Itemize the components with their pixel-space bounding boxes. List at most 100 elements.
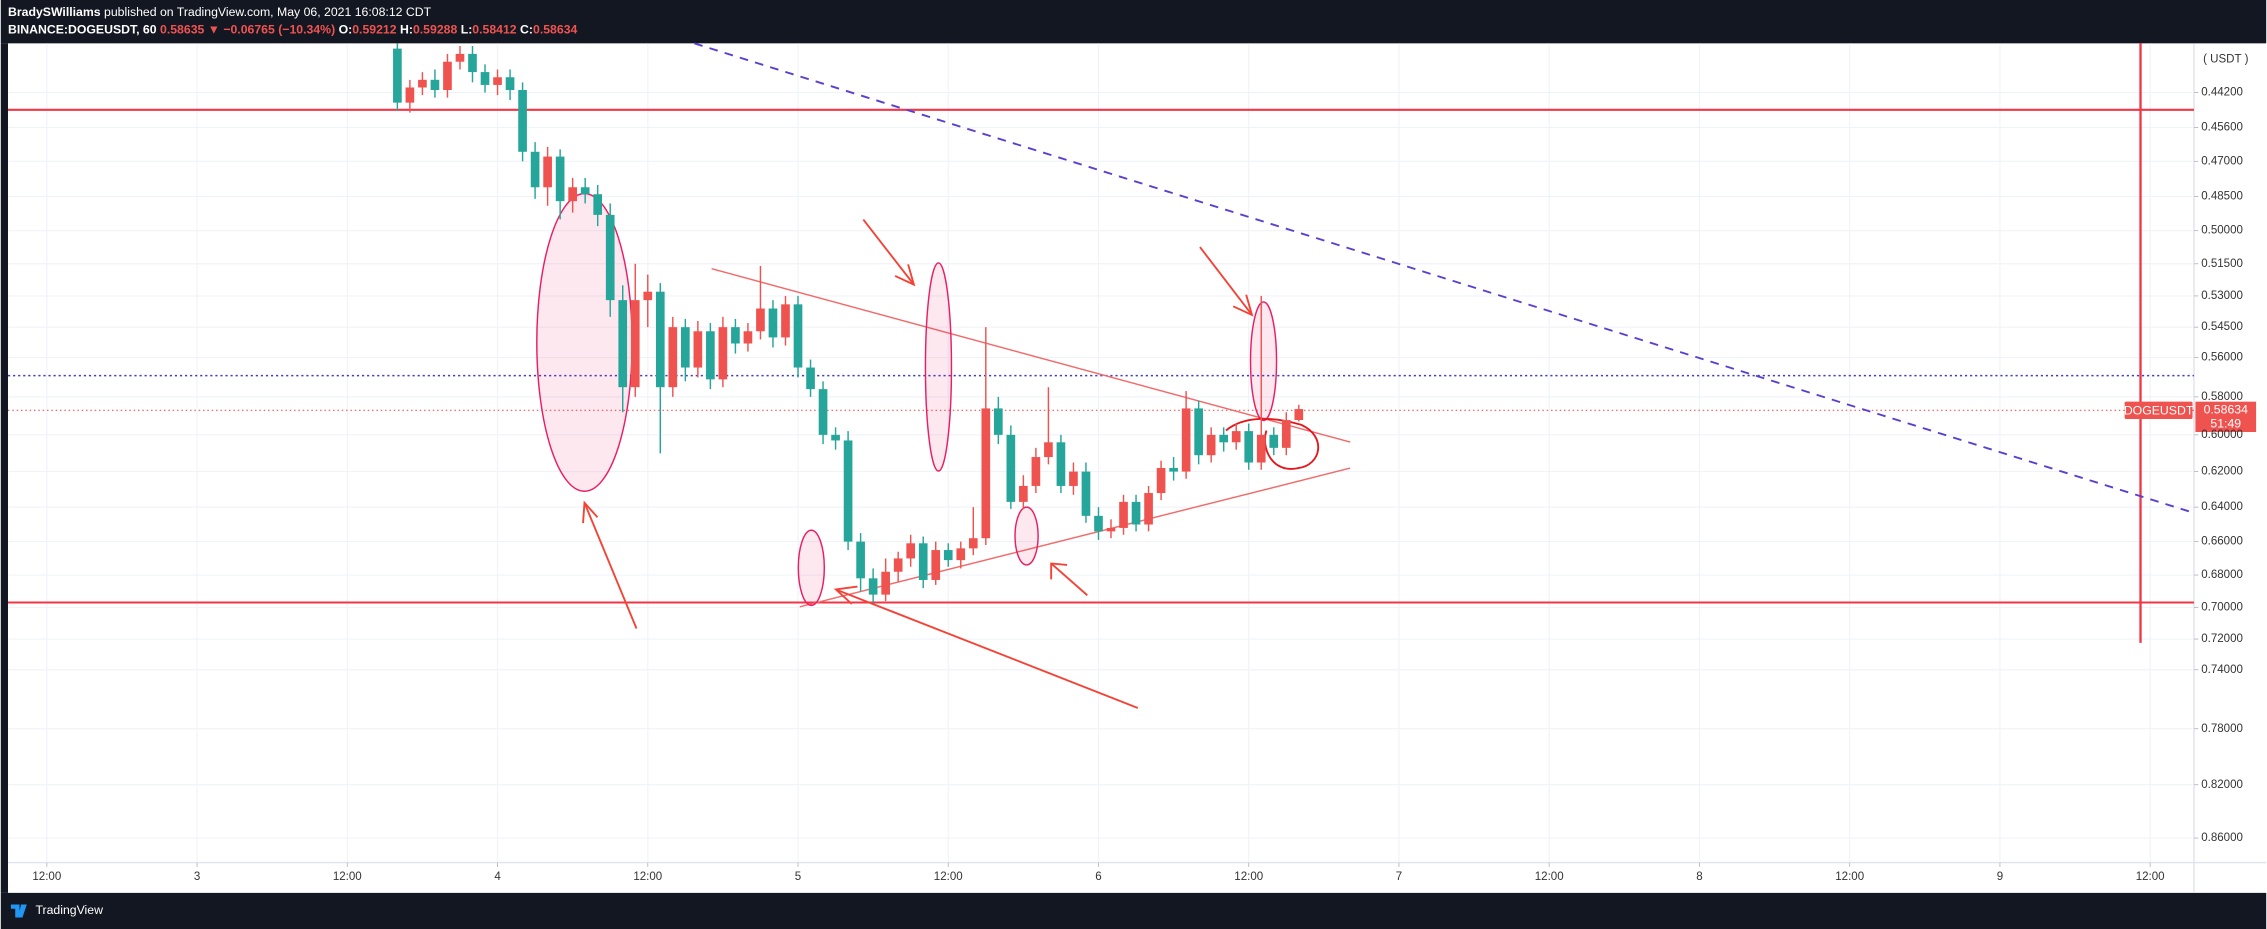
countdown: 51:49 <box>2210 416 2241 430</box>
candle-body <box>580 187 590 195</box>
symbol-line: BINANCE:DOGEUSDT, 60 0.58635 ▼ −0.06765 … <box>8 23 578 37</box>
candle-body <box>1144 493 1153 525</box>
candle-body <box>518 90 527 152</box>
price-tag-bg <box>2195 401 2257 432</box>
x-tick-label: 9 <box>1997 871 2003 883</box>
ohlc-value: 0.58634 <box>533 23 578 37</box>
symbol-tag-bg <box>2124 401 2193 419</box>
symbol-tag: DOGEUSDT <box>2124 403 2194 417</box>
x-tick-label: 7 <box>1396 871 1402 883</box>
y-tick-label: 0.60000 <box>2201 429 2243 441</box>
y-tick-label: 0.54500 <box>2201 321 2243 333</box>
candle-body <box>593 194 603 215</box>
candle-body <box>1019 485 1028 502</box>
candle-body <box>1094 515 1103 532</box>
candle-body <box>968 538 978 549</box>
footer-bar <box>0 892 2267 929</box>
candle-body <box>743 331 753 344</box>
candle-body <box>818 389 828 435</box>
y-tick-label: 0.70000 <box>2201 602 2243 614</box>
candle-body <box>893 558 903 572</box>
candle-body <box>618 300 628 388</box>
candle-body <box>1219 434 1229 443</box>
change: ▼ −0.06765 (−10.34%) <box>208 23 335 37</box>
y-tick-label: 0.53000 <box>2201 290 2243 302</box>
candle-body <box>1294 409 1304 421</box>
candle-body <box>493 77 502 85</box>
candle-body <box>1106 527 1116 532</box>
trend-line <box>694 42 2195 514</box>
candle-body <box>793 304 803 368</box>
y-tick-label: 0.58000 <box>2201 391 2243 403</box>
candle-body <box>405 87 415 103</box>
candle-body <box>918 543 928 580</box>
candle-body <box>555 156 565 202</box>
logo <box>10 904 27 918</box>
candle-body <box>668 327 678 388</box>
candle-body <box>956 548 966 561</box>
x-tick-label: 8 <box>1696 871 1702 883</box>
candle-body <box>931 550 941 580</box>
candle-body <box>868 578 878 595</box>
ohlc-label: C: <box>520 23 533 37</box>
candle-body <box>543 156 552 188</box>
brand: TradingView <box>35 903 103 917</box>
y-tick-label: 0.45600 <box>2201 122 2243 134</box>
candle-body <box>706 331 715 380</box>
candle-body <box>756 308 765 332</box>
candle-body <box>768 308 778 338</box>
candle-body <box>981 408 991 539</box>
published: published on TradingView.com, May 06, 20… <box>104 5 432 19</box>
ohlc-value: 0.58412 <box>472 23 517 37</box>
grid <box>8 43 2199 867</box>
candle-body <box>1269 434 1279 448</box>
ellipse <box>1249 301 1278 422</box>
x-tick-label: 3 <box>194 871 200 883</box>
y-tick-label: 0.86000 <box>2201 832 2243 844</box>
candle-body <box>443 61 452 91</box>
y-tick-label: 0.64000 <box>2201 501 2243 513</box>
y-tick-label: 0.78000 <box>2201 723 2243 735</box>
x-tick-label: 12:00 <box>2136 871 2165 883</box>
y-tick-label: 0.66000 <box>2201 536 2243 548</box>
y-tick-label: 0.62000 <box>2201 466 2243 478</box>
x-tick-label: 12:00 <box>633 871 662 883</box>
y-tick-label: 0.72000 <box>2201 633 2243 645</box>
ellipse <box>924 262 953 472</box>
candle-body <box>906 543 916 559</box>
candle-body <box>568 187 577 202</box>
candle-body <box>881 571 890 595</box>
y-tick-label: 0.74000 <box>2201 664 2243 676</box>
candle-body <box>1244 431 1254 463</box>
candle-body <box>530 151 540 188</box>
candle-body <box>1119 501 1128 528</box>
y-tick-label: 0.44200 <box>2201 87 2243 99</box>
y-tick-label: 0.56000 <box>2201 352 2243 364</box>
y-tick-label: 0.68000 <box>2201 569 2243 581</box>
candle-body <box>1194 408 1203 456</box>
arrows <box>582 219 1254 709</box>
candle-body <box>455 53 465 62</box>
unit-label: ( USDT ) <box>2203 53 2248 65</box>
drawings <box>8 42 2195 709</box>
candle-body <box>430 79 440 91</box>
candle-body <box>1206 434 1216 456</box>
candle-body <box>693 331 703 368</box>
candle-body <box>1256 434 1266 463</box>
ellipse <box>1014 506 1039 566</box>
candle-body <box>1081 471 1091 516</box>
candle-body <box>781 304 790 338</box>
candle-body <box>1031 457 1041 486</box>
candle-body <box>505 77 515 91</box>
candle-body <box>1181 408 1191 472</box>
candle-body <box>418 79 427 88</box>
x-tick-label: 5 <box>795 871 801 883</box>
candle-body <box>393 48 402 103</box>
candle-body <box>480 72 490 85</box>
y-tick-label: 0.47000 <box>2201 155 2243 167</box>
ohlc-value: 0.59212 <box>352 23 397 37</box>
y-tick-label: 0.82000 <box>2201 779 2243 791</box>
candle-body <box>1131 501 1141 525</box>
